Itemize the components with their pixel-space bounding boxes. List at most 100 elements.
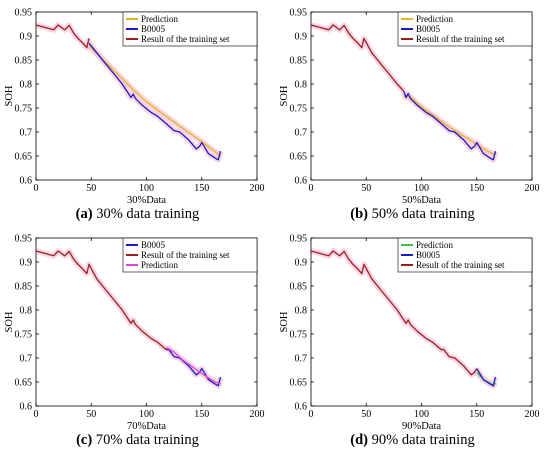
panel-caption-text: 70% data training [95, 432, 199, 448]
y-tick-label: 0.6 [295, 402, 308, 413]
y-tick-label: 0.75 [290, 330, 308, 341]
x-axis-label: 70%Data [127, 421, 166, 432]
series-line-prediction [403, 95, 496, 156]
x-axis-label: 90%Data [402, 421, 441, 432]
panel-caption-text: 90% data training [371, 432, 475, 448]
shading-band [86, 43, 223, 159]
panel-caption-text: 50% data training [371, 206, 475, 222]
y-tick-label: 0.85 [15, 282, 33, 293]
series-lines [310, 24, 497, 161]
chart-panel-c: 0 50 100 150 200 0.6 0.65 0.7 0.75 0.8 0.85 0.9 0.95… [0, 226, 275, 452]
x-tick-label: 0 [309, 409, 314, 420]
y-tick-label: 0.6 [20, 402, 33, 413]
x-tick-label: 100 [414, 183, 429, 194]
y-tick-label: 0.95 [290, 234, 308, 245]
x-tick-label: 50 [361, 409, 371, 420]
y-axis-label: SOH [279, 85, 290, 106]
y-tick-label: 0.65 [15, 378, 33, 389]
series-lines [35, 24, 222, 161]
chart-panel-d: 0 50 100 150 200 0.6 0.65 0.7 0.75 0.8 0.85 0.9 0.95… [275, 226, 550, 452]
series-line-result-of-the-training-set [310, 24, 405, 92]
series-line-b0005 [166, 348, 222, 387]
series-lines [35, 250, 222, 387]
y-tick-label: 0.7 [20, 128, 33, 139]
legend-box [397, 11, 533, 47]
x-tick-label: 200 [525, 183, 540, 194]
chart-panel-a: 0 50 100 150 200 0.6 0.65 0.7 0.75 0.8 0.85 0.9 0.95… [0, 0, 275, 226]
legend-label: Result of the training set [416, 260, 505, 270]
panel-caption-label: (d) [350, 432, 368, 448]
y-tick-label: 0.8 [295, 306, 308, 317]
panel-caption: (d) 90% data training [275, 432, 550, 449]
legend-box [122, 11, 258, 47]
y-tick-label: 0.65 [290, 378, 308, 389]
series-line-result-of-the-training-set [310, 250, 478, 376]
panel-caption-text: 30% data training [96, 206, 200, 222]
chart-svg-c: 0 50 100 150 200 0.6 0.65 0.7 0.75 0.8 0.85 0.9 0.95… [4, 234, 265, 433]
legend-label: Prediction [416, 240, 453, 250]
panel-caption-label: (c) [76, 432, 93, 448]
x-tick-label: 100 [139, 409, 154, 420]
panel-caption: (b) 50% data training [275, 206, 550, 223]
series-line-prediction [166, 346, 221, 385]
legend-label: Result of the training set [141, 250, 230, 260]
x-tick-label: 150 [469, 183, 484, 194]
y-tick-label: 0.8 [20, 80, 33, 91]
legend-label: B0005 [416, 24, 441, 34]
y-tick-label: 0.8 [295, 80, 308, 91]
x-tick-label: 150 [194, 409, 209, 420]
x-tick-label: 200 [525, 409, 540, 420]
x-tick-label: 200 [250, 183, 265, 194]
chart-panel-b: 0 50 100 150 200 0.6 0.65 0.7 0.75 0.8 0.85 0.9 0.95… [275, 0, 550, 226]
y-tick-label: 0.85 [290, 56, 308, 67]
y-tick-label: 0.7 [20, 354, 33, 365]
y-tick-label: 0.9 [295, 32, 308, 43]
x-tick-label: 150 [194, 183, 209, 194]
series-line-prediction [88, 45, 221, 157]
y-axis-label: SOH [4, 85, 15, 106]
y-tick-label: 0.95 [15, 234, 33, 245]
x-tick-label: 0 [34, 409, 39, 420]
y-tick-label: 0.8 [20, 306, 33, 317]
y-tick-label: 0.7 [295, 354, 308, 365]
shading-band [474, 367, 499, 389]
y-tick-label: 0.95 [290, 8, 308, 19]
shading-band [310, 22, 407, 94]
series-line-b0005 [476, 368, 497, 387]
x-tick-label: 50 [86, 409, 96, 420]
panel-caption: (c) 70% data training [0, 432, 275, 449]
chart-svg-d: 0 50 100 150 200 0.6 0.65 0.7 0.75 0.8 0.85 0.9 0.95… [279, 234, 540, 433]
y-axis-label: SOH [279, 311, 290, 332]
chart-svg-a: 0 50 100 150 200 0.6 0.65 0.7 0.75 0.8 0.85 0.9 0.95… [4, 8, 265, 207]
panel-caption-label: (b) [350, 206, 368, 222]
y-tick-label: 0.85 [290, 282, 308, 293]
legend-label: B0005 [141, 240, 166, 250]
x-tick-label: 150 [469, 409, 484, 420]
series-line-result-of-the-training-set [35, 250, 167, 351]
y-tick-label: 0.75 [290, 104, 308, 115]
y-tick-label: 0.75 [15, 330, 33, 341]
legend-label: B0005 [141, 24, 166, 34]
y-tick-label: 0.9 [20, 258, 33, 269]
x-tick-label: 200 [250, 409, 265, 420]
y-tick-label: 0.9 [295, 258, 308, 269]
series-lines [310, 250, 497, 387]
x-axis-label: 50%Data [402, 195, 441, 206]
y-tick-label: 0.6 [20, 176, 33, 187]
y-tick-label: 0.7 [295, 128, 308, 139]
x-tick-label: 0 [34, 183, 39, 194]
legend-label: Prediction [141, 14, 178, 24]
panel-caption: (a) 30% data training [0, 206, 275, 223]
x-tick-label: 50 [361, 183, 371, 194]
chart-svg-b: 0 50 100 150 200 0.6 0.65 0.7 0.75 0.8 0.85 0.9 0.95… [279, 8, 540, 207]
legend-label: Result of the training set [416, 34, 505, 44]
legend-label: Prediction [141, 260, 178, 270]
y-axis-label: SOH [4, 311, 15, 332]
series-line-b0005 [403, 90, 497, 161]
series-line-b0005 [88, 42, 222, 161]
shading-band [86, 41, 224, 163]
